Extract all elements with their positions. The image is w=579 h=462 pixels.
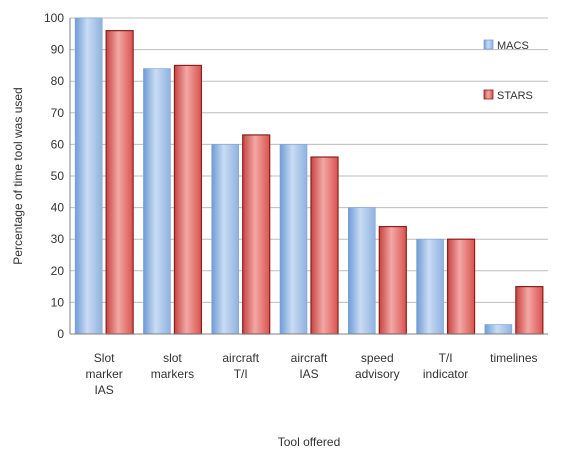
x-tick-label: slot <box>163 351 182 365</box>
bar-macs-0 <box>74 17 103 335</box>
x-tick-label: IAS <box>94 383 113 397</box>
bar-stars-5 <box>446 238 476 335</box>
bar-stars-3 <box>310 156 339 335</box>
legend-swatch-stars <box>483 89 494 100</box>
x-tick-label: indicator <box>423 367 468 381</box>
bar-macs-3 <box>279 144 308 335</box>
x-tick-label: aircraft <box>291 351 328 365</box>
y-tick-label: 90 <box>51 43 65 57</box>
x-tick-label: T/I <box>439 351 453 365</box>
bar-stars-0 <box>105 30 134 335</box>
x-tick-label: advisory <box>355 367 400 381</box>
y-tick-label: 0 <box>57 327 64 341</box>
x-tick-labels: Slot marker IAS slot markers aircraft T/I aircr… <box>85 351 537 397</box>
x-tick-label: aircraft <box>222 351 259 365</box>
x-tick-label: marker <box>85 367 122 381</box>
y-tick-label: 10 <box>51 295 65 309</box>
x-tick-label: speed <box>361 351 394 365</box>
x-tick-label: timelines <box>490 351 537 365</box>
y-tick-label: 20 <box>51 264 65 278</box>
y-axis-label: Percentage of time tool was used <box>11 87 25 264</box>
y-tick-label: 80 <box>51 74 65 88</box>
legend-swatch-macs <box>483 39 494 50</box>
axes <box>69 18 548 335</box>
bar-macs-2 <box>211 144 240 335</box>
bar-macs-6 <box>484 324 513 335</box>
y-tick-label: 60 <box>51 137 65 151</box>
bar-macs-1 <box>143 68 171 335</box>
bar-macs-5 <box>416 238 444 335</box>
x-tick-label: IAS <box>299 367 318 381</box>
bar-stars-1 <box>173 64 203 335</box>
bar-stars-2 <box>242 134 271 335</box>
y-tick-labels: 0 10 20 30 40 50 60 70 80 90 100 <box>44 11 64 341</box>
x-tick-label: Slot <box>94 351 115 365</box>
x-axis-label: Tool offered <box>278 435 341 449</box>
y-tick-label: 100 <box>44 11 64 25</box>
y-tick-label: 70 <box>51 106 65 120</box>
bar-macs-4 <box>347 207 376 335</box>
gridlines <box>70 17 548 303</box>
y-tick-label: 40 <box>51 201 65 215</box>
x-tick-label: markers <box>151 367 194 381</box>
x-tick-label: T/I <box>234 367 248 381</box>
legend-label-macs: MACS <box>497 40 529 52</box>
legend-label-stars: STARS <box>497 90 533 102</box>
bar-stars-4 <box>378 225 407 335</box>
y-tick-label: 30 <box>51 232 65 246</box>
legend: MACS STARS <box>483 39 533 102</box>
y-tick-label: 50 <box>51 169 65 183</box>
bar-stars-6 <box>515 286 544 335</box>
